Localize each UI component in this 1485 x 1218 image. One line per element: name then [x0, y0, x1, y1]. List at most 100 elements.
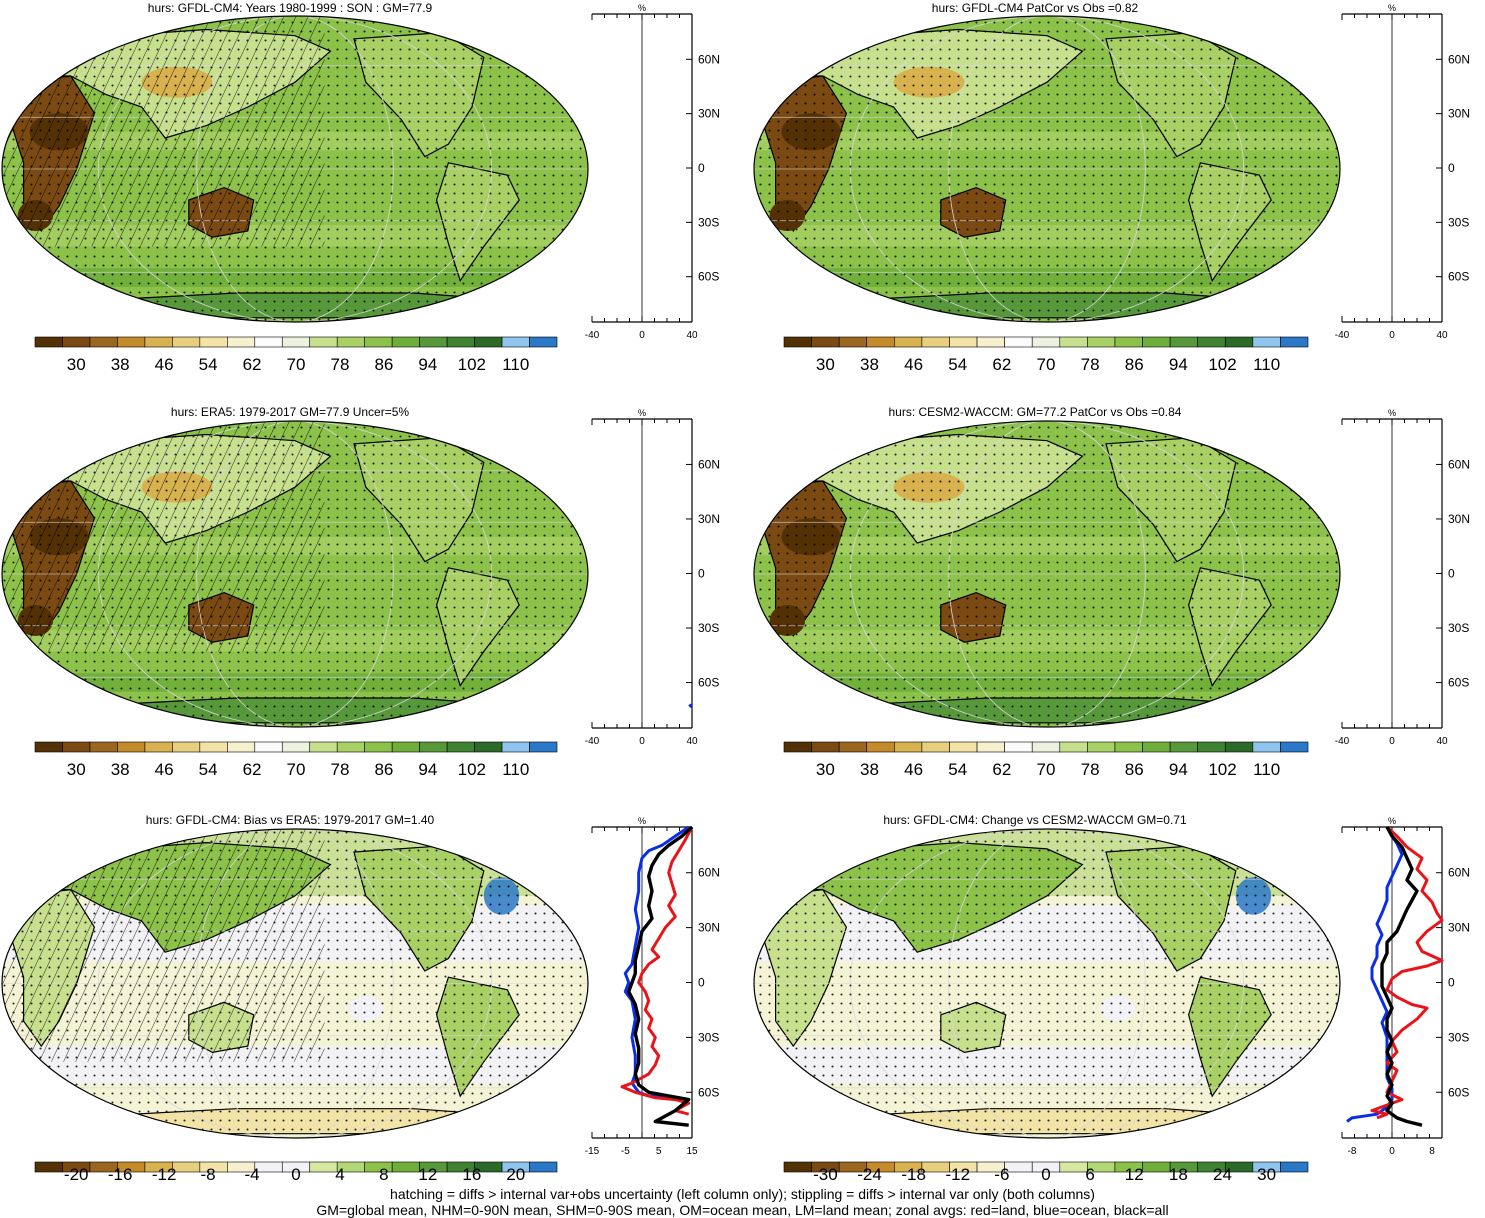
profile-x-tick-label: 0	[639, 330, 645, 341]
colorbar-swatch	[117, 336, 146, 348]
colorbar-tick-label: 30	[816, 760, 835, 779]
colorbar-tick-label: -16	[108, 1165, 133, 1184]
profile-y-tick-label: 30S	[698, 215, 719, 229]
profile-unit-label: %	[1388, 408, 1396, 418]
zonal-profile-1: % -40 0 40 60N 30N 0 30S 60S	[585, 3, 720, 341]
colorbar-swatch	[1280, 336, 1309, 348]
colorbar-swatch	[811, 336, 840, 348]
colorbar-tick-label: -8	[201, 1165, 216, 1184]
colorbar-2: 30 38 46 54 62 70 78 86 94 102 110	[783, 336, 1309, 374]
profile-x-tick-label: 40	[1436, 330, 1448, 341]
profile-y-tick-label: 60N	[698, 866, 720, 880]
colorbar-swatch	[62, 336, 91, 348]
map-field	[754, 829, 1340, 1138]
colorbar-tick-label: 38	[111, 355, 130, 374]
profile-series-ocean	[688, 703, 693, 708]
colorbar-swatch	[474, 741, 503, 753]
colorbar-swatch	[227, 741, 256, 753]
footer-legend-line-1: hatching = diffs > internal var+obs unce…	[390, 1186, 1095, 1202]
footer-legend-line-2: GM=global mean, NHM=0-90N mean, SHM=0-90…	[316, 1202, 1169, 1218]
colorbar-tick-label: 12	[418, 1165, 437, 1184]
colorbar-swatch	[894, 336, 923, 348]
profile-y-tick-label: 30N	[1448, 921, 1470, 935]
map-outline	[753, 420, 1341, 728]
profile-y-tick-label: 30S	[1448, 215, 1469, 229]
profile-y-tick-label: 60S	[698, 676, 719, 690]
colorbar-swatch	[1114, 336, 1143, 348]
profile-series-all	[627, 825, 694, 1127]
colorbar-4: 30 38 46 54 62 70 78 86 94 102 110	[783, 741, 1309, 779]
colorbar-swatch	[783, 741, 812, 753]
colorbar-swatch	[1059, 336, 1088, 348]
colorbar-swatch	[921, 336, 950, 348]
colorbar-tick-label: 94	[1169, 760, 1188, 779]
profile-series-all	[1380, 826, 1423, 1127]
map-outline	[753, 828, 1341, 1139]
colorbar-tick-label: 12	[1125, 1165, 1144, 1184]
colorbar-swatch	[1004, 741, 1033, 753]
colorbar-swatch	[1280, 1161, 1309, 1173]
profile-y-tick-label: 60N	[1448, 457, 1470, 471]
colorbar-swatch	[336, 336, 365, 348]
profile-x-tick-label: -40	[585, 736, 600, 747]
colorbar-swatch	[34, 1161, 63, 1173]
colorbar-tick-label: -30	[813, 1165, 838, 1184]
colorbar-swatch	[89, 741, 118, 753]
colorbar-tick-label: 70	[287, 355, 306, 374]
colorbar-tick-label: 46	[904, 355, 923, 374]
colorbar-swatch	[391, 741, 420, 753]
profile-x-tick-label: 0	[1389, 330, 1395, 341]
colorbar-tick-label: 70	[1037, 760, 1056, 779]
profile-y-tick-label: 30N	[1448, 107, 1470, 121]
colorbar-tick-label: 30	[67, 355, 86, 374]
profile-y-tick-label: 60N	[698, 457, 720, 471]
colorbar-swatch	[199, 741, 228, 753]
colorbar-tick-label: 30	[67, 760, 86, 779]
profile-y-tick-label: 0	[1448, 567, 1455, 581]
colorbar-swatch	[1031, 336, 1061, 348]
map-panel-1: hurs: GFDL-CM4: Years 1980-1999 : SON : …	[1, 1, 589, 323]
colorbar-swatch	[1197, 336, 1226, 348]
colorbar-swatch	[783, 336, 812, 348]
colorbar-tick-label: -12	[945, 1165, 970, 1184]
profile-y-tick-label: 60S	[1448, 676, 1469, 690]
profile-y-tick-label: 30N	[1448, 512, 1470, 526]
colorbar-tick-label: 38	[111, 760, 130, 779]
colorbar-swatch	[364, 741, 393, 753]
colorbar-swatch	[1169, 741, 1198, 753]
colorbar-tick-label: 78	[1081, 760, 1100, 779]
colorbar-tick-label: 102	[1208, 355, 1236, 374]
map-panel-4: hurs: CESM2-WACCM: GM=77.2 PatCor vs Obs…	[753, 405, 1341, 728]
profile-unit-label: %	[1388, 3, 1396, 13]
map-title: hurs: CESM2-WACCM: GM=77.2 PatCor vs Obs…	[889, 405, 1182, 419]
colorbar-swatch	[838, 336, 868, 348]
colorbar-swatch	[172, 336, 201, 348]
colorbar-tick-label: 30	[1257, 1165, 1276, 1184]
zonal-profile-5: % -15 -5 5 15 60N 30N 0 30S 60S	[585, 816, 720, 1157]
profile-y-tick-label: 60N	[698, 52, 720, 66]
zonal-profile-6: % -8 0 8 60N 30N 0 30S 60S	[1341, 816, 1470, 1157]
colorbar-swatch	[1087, 336, 1116, 348]
colorbar-tick-label: 102	[458, 355, 486, 374]
map-panel-2: hurs: GFDL-CM4 PatCor vs Obs =0.82	[753, 1, 1341, 323]
profile-x-tick-label: -8	[1348, 1146, 1357, 1157]
hatching-overlay	[2, 421, 325, 652]
map-title: hurs: ERA5: 1979-2017 GM=77.9 Uncer=5%	[171, 405, 409, 419]
profile-y-tick-label: 30N	[698, 512, 720, 526]
map-panel-6: hurs: GFDL-CM4: Change vs CESM2-WACCM GM…	[753, 813, 1341, 1139]
profile-x-tick-label: 0	[639, 736, 645, 747]
profile-y-tick-label: 60S	[1448, 270, 1469, 284]
profile-y-tick-label: 60S	[698, 270, 719, 284]
colorbar-swatch	[1169, 336, 1198, 348]
colorbar-swatch	[254, 741, 283, 753]
colorbar-tick-label: 62	[992, 355, 1011, 374]
colorbar-swatch	[391, 1161, 420, 1173]
colorbar-tick-label: 110	[1253, 760, 1280, 779]
profile-x-tick-label: 0	[1389, 1146, 1395, 1157]
colorbar-tick-label: 94	[1169, 355, 1188, 374]
colorbar-swatch	[199, 336, 228, 348]
colorbar-tick-label: 102	[458, 760, 486, 779]
colorbar-tick-label: 110	[502, 760, 529, 779]
colorbar-tick-label: 46	[155, 355, 174, 374]
